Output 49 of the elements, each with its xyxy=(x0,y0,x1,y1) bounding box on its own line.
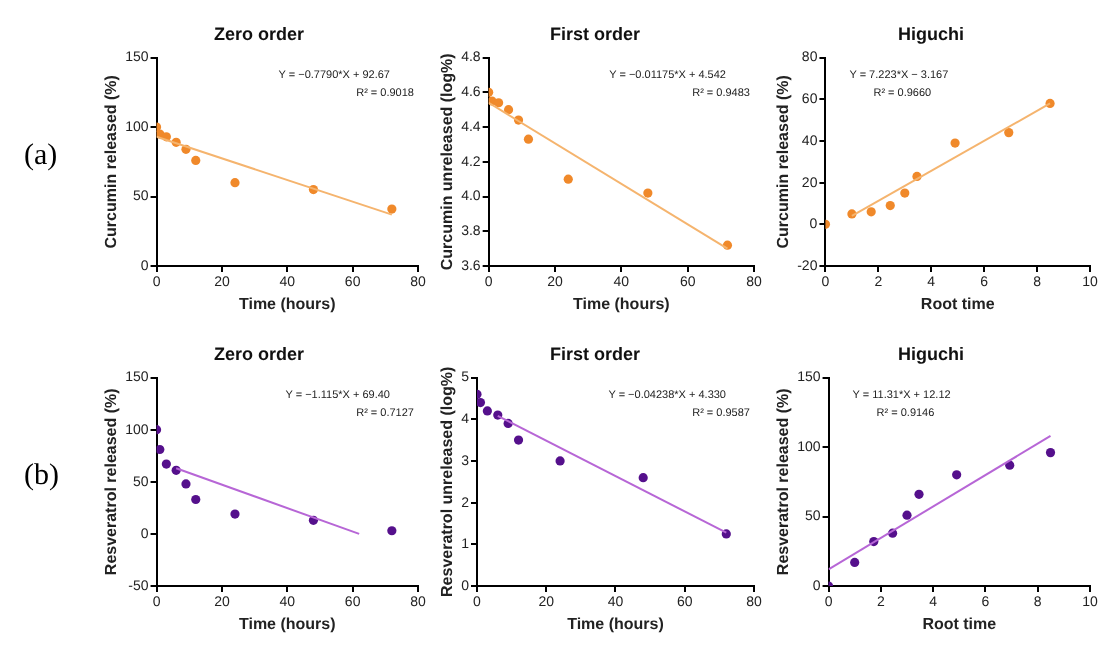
y-axis-title: Curcumin released (%) xyxy=(774,74,793,249)
point xyxy=(523,134,534,144)
point xyxy=(513,435,524,445)
point xyxy=(885,200,895,211)
chart-title: Zero order xyxy=(213,343,305,364)
x-axis-title: Time (hours) xyxy=(238,294,337,313)
point xyxy=(950,138,960,148)
point xyxy=(902,510,912,520)
y-axis-title: Curcumin unreleased (log%) xyxy=(438,52,457,271)
point xyxy=(952,470,962,480)
x-axis-title: Time (hours) xyxy=(573,294,671,313)
point xyxy=(387,204,397,214)
point xyxy=(494,98,504,108)
point xyxy=(900,188,910,198)
point xyxy=(191,155,201,166)
point xyxy=(1045,448,1056,458)
x-axis-title: Time (hours) xyxy=(567,614,665,633)
point xyxy=(503,105,514,115)
point xyxy=(866,207,876,217)
text: (b) xyxy=(24,460,59,494)
y-axis-title: Curcumin released (%) xyxy=(102,74,121,249)
y-axis-title: Resveratrol unreleased (log%) xyxy=(438,365,457,597)
point xyxy=(476,398,486,408)
point xyxy=(638,473,648,483)
point xyxy=(850,557,860,567)
x-axis-title: Time (hours) xyxy=(238,614,337,633)
chart-title: Zero order xyxy=(213,23,305,44)
point xyxy=(1004,128,1014,138)
x-axis-title: Root time xyxy=(922,614,998,633)
point xyxy=(563,174,573,184)
point xyxy=(914,489,924,499)
point xyxy=(387,526,397,536)
point xyxy=(191,494,201,505)
text: (a) xyxy=(24,140,58,174)
chart-title: First order xyxy=(549,23,641,44)
point xyxy=(555,456,565,466)
point xyxy=(156,444,165,455)
chart-title: Higuchi xyxy=(898,343,964,364)
point xyxy=(643,188,653,198)
chart-title: First order xyxy=(549,343,641,364)
y-axis-title: Resveratrol released (%) xyxy=(102,387,121,576)
y-axis-title: Resveratrol released (%) xyxy=(774,387,793,576)
point xyxy=(482,406,492,416)
point xyxy=(230,178,240,188)
point xyxy=(161,459,171,469)
point xyxy=(230,509,240,519)
point xyxy=(181,479,191,489)
x-axis-title: Root time xyxy=(920,294,996,313)
chart-title: Higuchi xyxy=(898,23,964,44)
